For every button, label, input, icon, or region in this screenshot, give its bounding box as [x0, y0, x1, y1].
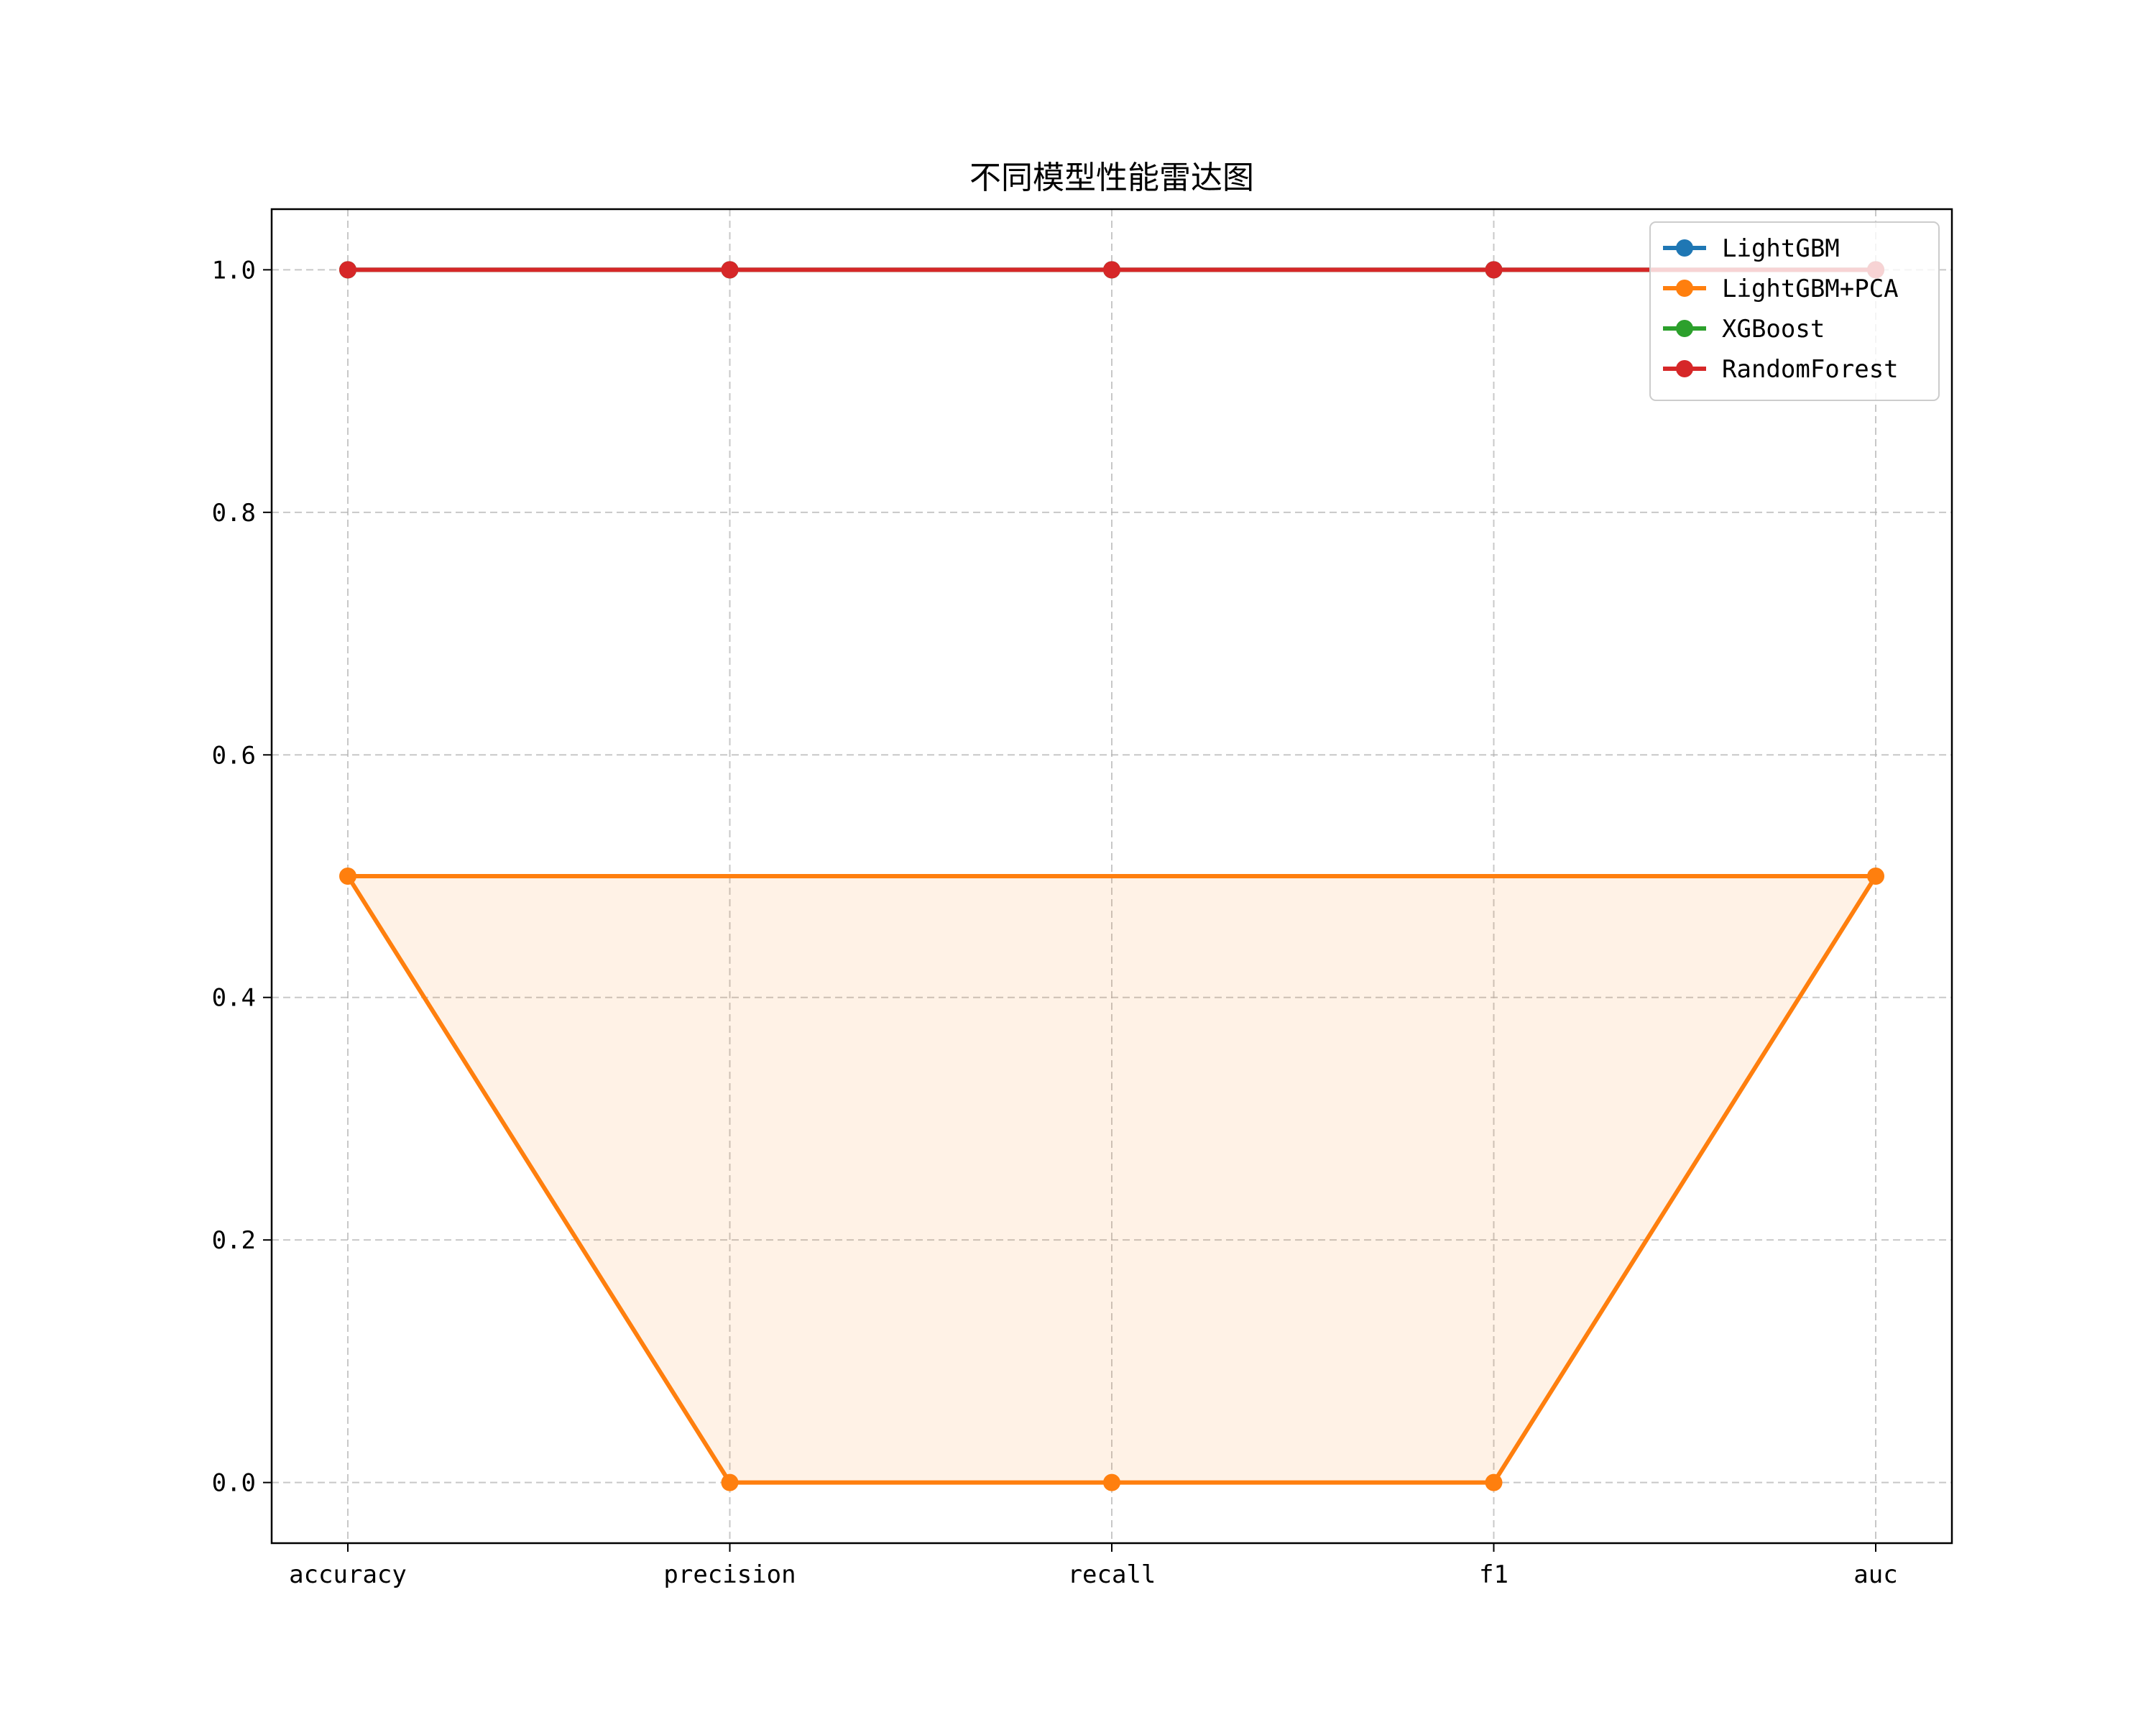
- legend-swatch-marker-lightgbm: [1676, 239, 1693, 257]
- data-point-lightgbm-pca: [1485, 1473, 1503, 1491]
- data-point-lightgbm-pca: [1103, 1473, 1120, 1491]
- data-point-randomforest: [339, 261, 356, 279]
- data-point-lightgbm-pca: [339, 868, 356, 885]
- legend-label-xgboost: XGBoost: [1722, 315, 1825, 344]
- data-point-randomforest: [1103, 261, 1120, 279]
- data-point-lightgbm-pca: [721, 1473, 739, 1491]
- y-tick-label: 0.4: [212, 984, 256, 1013]
- chart-title: 不同模型性能雷达图: [969, 160, 1254, 196]
- legend-label-randomforest: RandomForest: [1722, 355, 1899, 384]
- data-point-randomforest: [1485, 261, 1503, 279]
- legend: LightGBM LightGBM+PCA XGBoost RandomForest: [1649, 221, 1940, 401]
- legend-swatch-marker-randomforest: [1676, 360, 1693, 377]
- legend-label-lightgbm: LightGBM: [1722, 234, 1840, 263]
- x-tick-label: accuracy: [289, 1560, 407, 1589]
- x-tick-label: recall: [1068, 1560, 1156, 1589]
- y-tick-label: 0.6: [212, 741, 256, 770]
- legend-box: [1649, 221, 1940, 401]
- y-tick-label: 0.2: [212, 1226, 256, 1255]
- x-tick-label: precision: [663, 1560, 796, 1589]
- legend-label-lightgbm-pca: LightGBM+PCA: [1722, 275, 1899, 303]
- x-tick-label: auc: [1853, 1560, 1897, 1589]
- legend-swatch-marker-lightgbm-pca: [1676, 280, 1693, 297]
- data-point-lightgbm-pca: [1867, 868, 1884, 885]
- tick-layer: accuracy precision recall f1 auc 0.0 0.2 0.4 0.6…: [212, 256, 1898, 1589]
- series-fill-lightgbm-pca: [348, 876, 1876, 1483]
- legend-swatch-marker-xgboost: [1676, 320, 1693, 337]
- fill-layer: [348, 876, 1876, 1483]
- y-tick-label: 0.8: [212, 499, 256, 528]
- y-tick-label: 1.0: [212, 256, 256, 285]
- y-tick-label: 0.0: [212, 1469, 256, 1498]
- data-point-randomforest: [721, 261, 739, 279]
- x-tick-label: f1: [1479, 1560, 1508, 1589]
- series-line-lightgbm-pca: [346, 874, 1878, 1485]
